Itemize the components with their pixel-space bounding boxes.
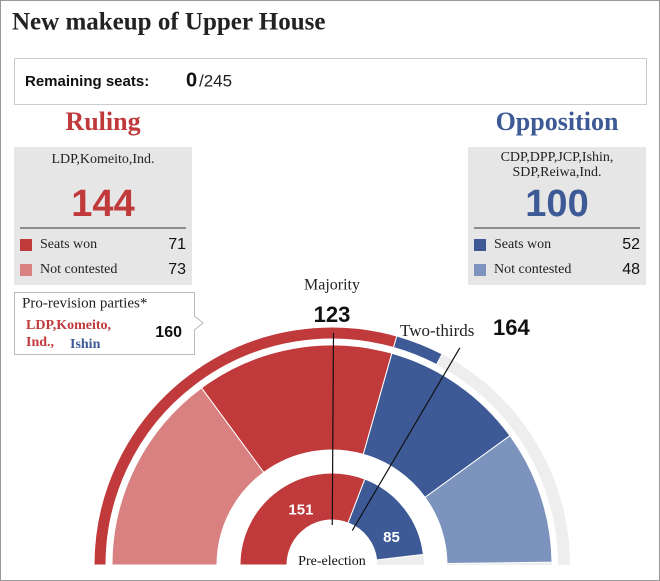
majority-line (331, 333, 335, 526)
pro-revision-total: 160 (155, 324, 182, 341)
pro-revision-ishin: Ishin (70, 337, 101, 352)
side-title: Opposition (496, 107, 619, 136)
side-parties: SDP,Reiwa,Ind. (512, 165, 601, 180)
pointer (194, 315, 204, 331)
remaining-label: Remaining seats: (25, 73, 149, 90)
legend-value: 73 (168, 261, 186, 278)
side-parties: CDP,DPP,JCP,Ishin, (501, 150, 614, 165)
seat-arc (424, 434, 553, 565)
pro-revision-box (14, 292, 195, 355)
seat-arc (200, 344, 393, 474)
legend-value: 71 (168, 236, 186, 253)
side-total: 100 (525, 183, 588, 225)
remaining-value: 0 (186, 69, 197, 91)
pro-revision-ruling: Ind., (26, 335, 54, 350)
pointer-mask (193, 317, 195, 329)
two-thirds-label: Two-thirds (400, 321, 474, 340)
legend-label: Not contested (494, 262, 571, 277)
legend-swatch (474, 239, 486, 251)
remaining-box (14, 58, 647, 105)
pro-revision-title: Pro-revision parties* (22, 295, 147, 311)
seat-arc (239, 472, 366, 566)
legend-value: 52 (622, 236, 640, 253)
side-total: 144 (71, 183, 134, 225)
legend-label: Seats won (494, 237, 551, 252)
two-thirds-line (351, 347, 461, 531)
pro-revision-ruling: LDP,Komeito, (26, 318, 111, 333)
legend-value: 48 (622, 261, 640, 278)
side-title: Ruling (65, 107, 140, 136)
remaining-total: /245 (199, 71, 232, 90)
seat-arc (392, 335, 443, 366)
legend-swatch (474, 264, 486, 276)
title: New makeup of Upper House (12, 9, 325, 36)
legend-swatch (20, 239, 32, 251)
legend-swatch (20, 264, 32, 276)
pre-election-value: 85 (383, 529, 400, 546)
majority-value: 123 (314, 302, 351, 327)
side-box (468, 147, 646, 285)
seat-arc (347, 478, 424, 561)
side-box (14, 147, 192, 285)
majority-label: Majority (304, 277, 360, 294)
pre-election-label: Pre-election (298, 554, 366, 569)
pre-election-value: 151 (288, 501, 313, 518)
two-thirds-value: 164 (493, 315, 530, 340)
legend-label: Seats won (40, 237, 97, 252)
legend-label: Not contested (40, 262, 117, 277)
side-parties: LDP,Komeito,Ind. (51, 152, 154, 167)
